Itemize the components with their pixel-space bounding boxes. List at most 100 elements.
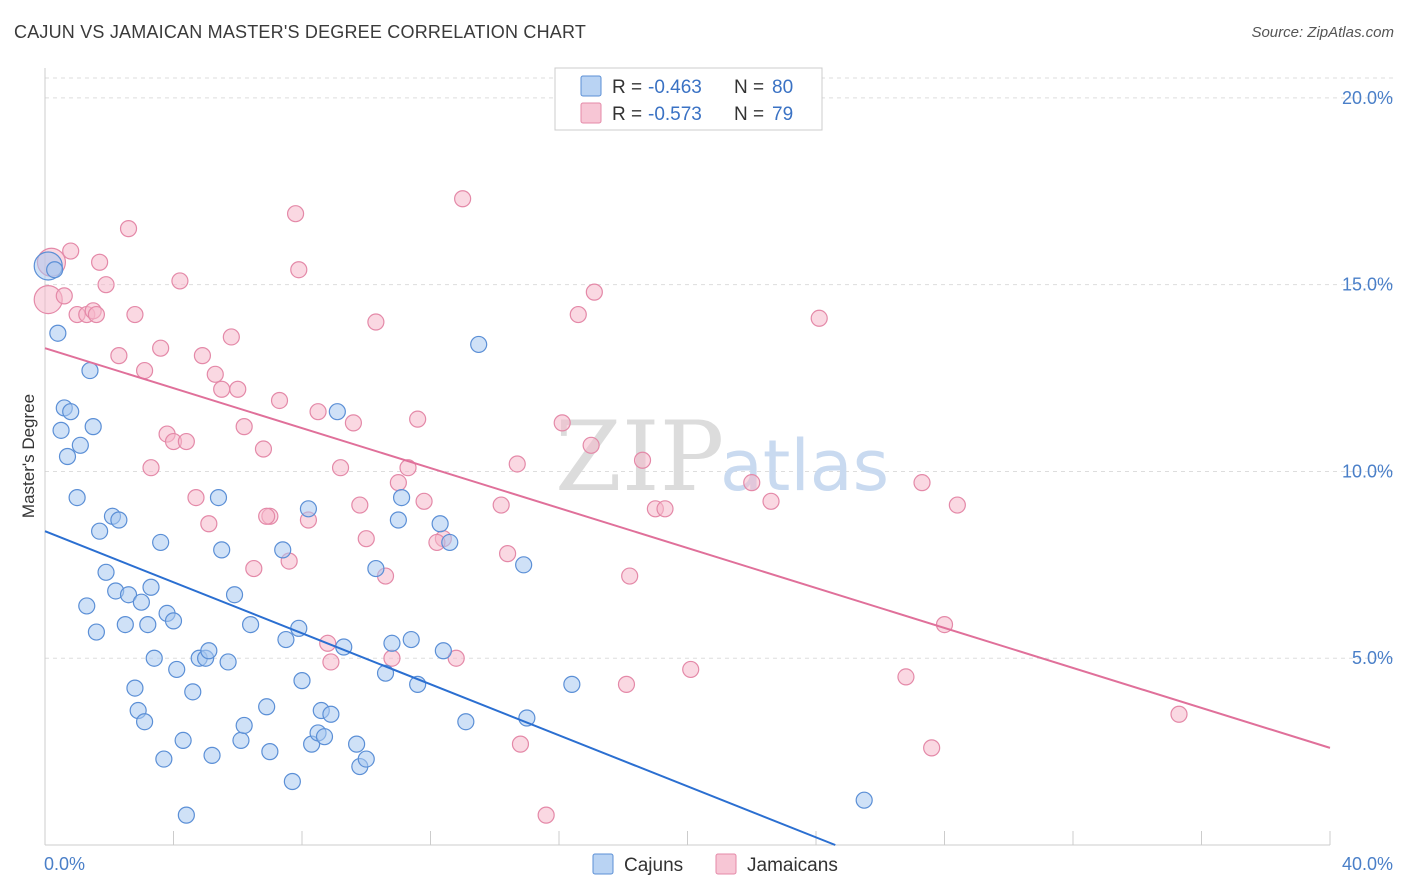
chart-title: CAJUN VS JAMAICAN MASTER'S DEGREE CORREL… [14, 22, 587, 42]
y-tick-label: 20.0% [1342, 88, 1393, 108]
point-jamaicans [152, 339, 170, 357]
point-cajuns [164, 612, 183, 630]
point-cajuns [168, 660, 186, 679]
point-cajuns [209, 488, 228, 507]
y-axis-label: Master's Degree [19, 394, 38, 518]
watermark-atlas: atlas [720, 425, 889, 507]
legend-n-label-cajuns: N = [734, 77, 764, 98]
point-jamaicans [222, 328, 240, 346]
point-cajuns [293, 672, 311, 690]
point-cajuns [200, 642, 218, 660]
point-jamaicans [322, 653, 340, 671]
point-cajuns [242, 616, 260, 634]
point-jamaicans [553, 414, 571, 432]
point-cajuns [49, 324, 67, 342]
point-jamaicans [1170, 705, 1188, 723]
point-cajuns [431, 515, 449, 533]
point-jamaicans [621, 567, 639, 585]
point-cajuns [258, 698, 276, 716]
point-jamaicans [656, 500, 674, 518]
point-jamaicans [913, 474, 931, 492]
point-cajuns [135, 713, 154, 731]
bottom-legend-swatch-cajuns [592, 853, 614, 875]
point-cajuns [116, 616, 134, 634]
point-cajuns [274, 541, 292, 559]
point-jamaicans [62, 242, 80, 260]
point-cajuns [81, 361, 99, 380]
point-jamaicans [213, 380, 231, 398]
point-cajuns [174, 731, 192, 750]
point-jamaicans [492, 496, 510, 514]
point-cajuns [139, 616, 157, 634]
point-cajuns [261, 743, 279, 761]
point-jamaicans [409, 410, 427, 428]
point-cajuns [299, 500, 318, 518]
point-cajuns [457, 713, 475, 731]
legend-swatch-jamaicans [580, 102, 602, 124]
point-jamaicans [499, 545, 517, 563]
point-jamaicans [290, 261, 308, 279]
bottom-legend-swatch-jamaicans [715, 853, 737, 875]
x-axis-ticks [44, 831, 1331, 845]
point-jamaicans [135, 361, 154, 380]
point-jamaicans [187, 488, 205, 507]
point-cajuns [152, 533, 170, 552]
y-tick-label: 15.0% [1342, 275, 1393, 295]
legend-n-label-jamaicans: N = [734, 104, 764, 125]
point-cajuns [203, 746, 221, 764]
point-cajuns [68, 488, 86, 507]
x-tick-label-max: 40.0% [1342, 854, 1393, 874]
point-cajuns [84, 418, 102, 436]
point-jamaicans [142, 459, 160, 477]
point-cajuns [142, 578, 160, 596]
point-jamaicans [97, 276, 115, 294]
point-jamaicans [367, 313, 385, 331]
point-cajuns [515, 556, 533, 574]
legend-r-value-jamaicans: -0.573 [648, 104, 702, 125]
point-jamaicans [254, 440, 273, 458]
point-jamaicans [229, 380, 247, 398]
point-jamaicans [383, 649, 401, 667]
point-jamaicans [200, 515, 218, 533]
point-jamaicans [511, 735, 530, 753]
legend-r-label-cajuns: R = [612, 77, 642, 98]
point-cajuns [855, 791, 873, 809]
point-jamaicans [286, 205, 305, 223]
point-cajuns [563, 675, 581, 693]
point-jamaicans [235, 418, 253, 436]
y-tick-label: 10.0% [1342, 461, 1393, 481]
point-cajuns [434, 642, 452, 660]
watermark: ZIP atlas [555, 401, 889, 513]
point-jamaicans [569, 305, 587, 324]
y-tick-label: 5.0% [1352, 648, 1393, 668]
legend-r-label-jamaicans: R = [612, 104, 642, 125]
point-cajuns [235, 716, 253, 735]
point-jamaicans [171, 272, 189, 290]
point-cajuns [62, 403, 80, 421]
source-credit: Source: ZipAtlas.com [1251, 24, 1394, 41]
point-jamaicans [357, 530, 375, 548]
point-cajuns [213, 541, 231, 559]
point-jamaicans [923, 739, 941, 757]
point-cajuns [97, 563, 115, 581]
point-jamaicans [206, 365, 224, 383]
point-jamaicans [87, 305, 106, 324]
point-jamaicans [682, 660, 700, 679]
point-cajuns [283, 772, 301, 791]
point-cajuns [155, 750, 173, 768]
point-jamaicans [810, 309, 828, 327]
point-cajuns [52, 421, 70, 439]
bottom-legend-label-jamaicans: Jamaicans [747, 855, 838, 876]
point-cajuns [348, 735, 366, 753]
point-cajuns [402, 630, 420, 649]
point-cajuns [376, 664, 395, 682]
point-jamaicans [177, 432, 195, 451]
point-cajuns [177, 806, 195, 824]
point-cajuns [110, 511, 128, 529]
point-jamaicans [258, 507, 276, 525]
point-cajuns [367, 559, 385, 578]
point-cajuns [58, 447, 77, 466]
point-jamaicans [454, 190, 472, 208]
point-jamaicans [126, 305, 144, 324]
